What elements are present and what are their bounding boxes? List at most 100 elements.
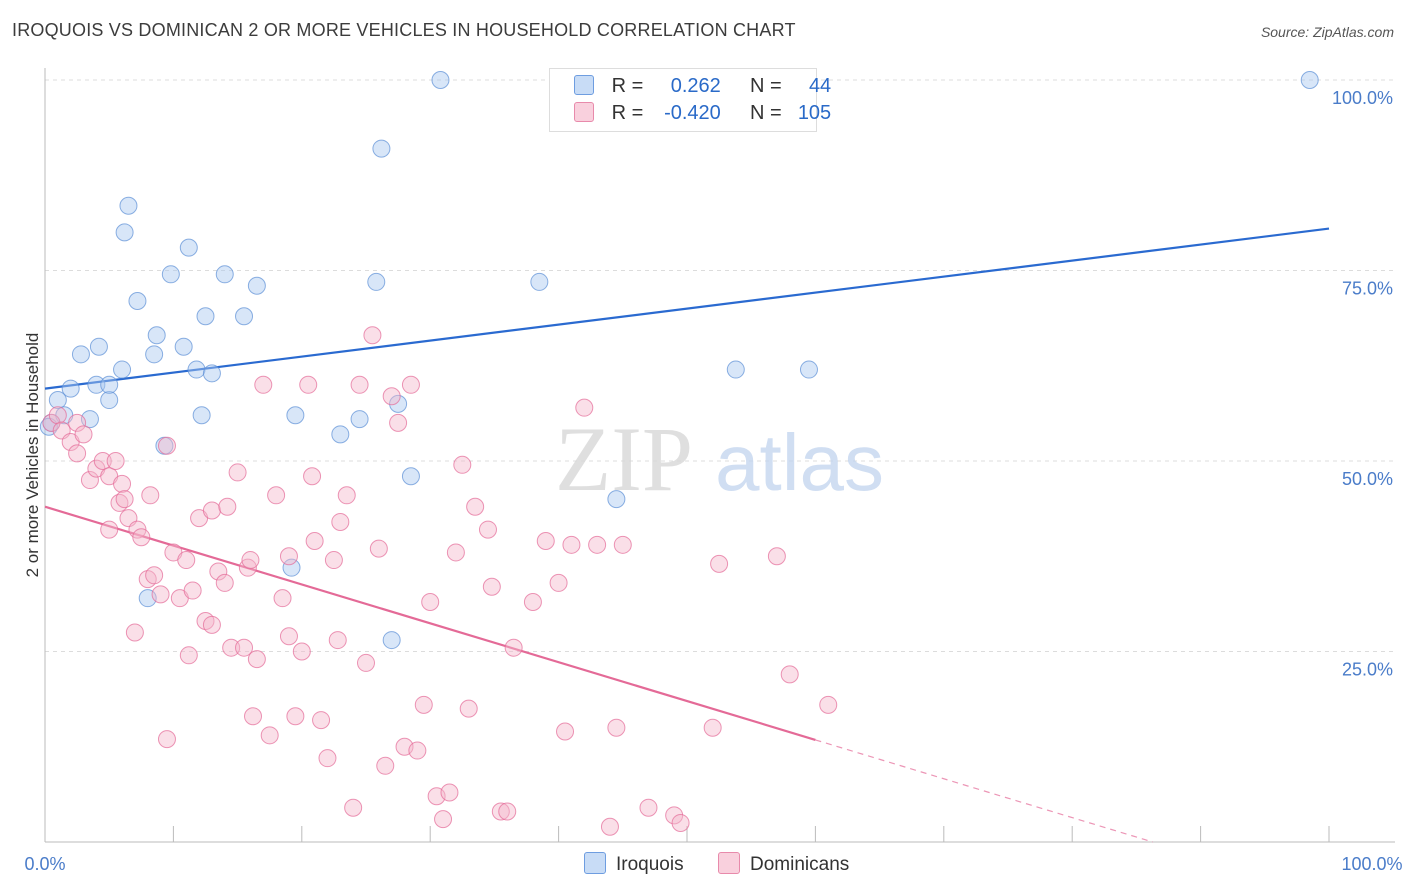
iroquois-point: [607, 490, 626, 509]
legend-row-dominicans: R = -0.420 N = 105: [574, 102, 831, 128]
dominican-point: [202, 501, 221, 520]
iroquois-point: [799, 360, 818, 379]
iroquois-point: [367, 272, 386, 291]
dominican-point: [703, 718, 722, 737]
dominican-point: [549, 573, 568, 592]
dominican-point: [389, 413, 408, 432]
dominican-point: [80, 471, 99, 490]
dominican-point: [179, 646, 198, 665]
dominican-point: [260, 726, 279, 745]
dominican-point: [215, 573, 234, 592]
dominican-point: [279, 547, 298, 566]
dominican-point: [106, 452, 125, 470]
dominican-point: [491, 802, 510, 821]
legend-swatch-iroquois: [574, 75, 594, 95]
dominican-point: [382, 387, 401, 406]
legend-n-label: N =: [749, 102, 782, 124]
iroquois-point: [372, 139, 391, 158]
dominican-point: [376, 756, 395, 775]
dominican-trend-line-extension: [815, 739, 1153, 843]
iroquois-point: [215, 265, 234, 284]
iroquois-point: [350, 410, 369, 429]
x-tick-label: 0.0%: [24, 854, 65, 874]
dominican-point: [113, 474, 132, 493]
dominican-point: [671, 813, 690, 832]
dominican-point: [292, 642, 311, 661]
legend-n-value: 105: [797, 102, 832, 124]
dominican-point: [363, 326, 382, 345]
bottom-legend-swatch-iroquois: [584, 852, 606, 874]
iroquois-point: [48, 391, 67, 410]
y-tick-label: 100.0%: [1332, 88, 1393, 108]
iroquois-point: [161, 265, 180, 284]
bottom-legend-label-dominicans: Dominicans: [750, 854, 850, 875]
dominican-point: [115, 490, 134, 509]
legend-r-value: 0.262: [670, 75, 721, 97]
dominican-point: [562, 535, 581, 554]
dominican-point: [767, 547, 786, 566]
correlation-legend: R = 0.262 N = 44 R = -0.420 N = 105: [549, 68, 831, 132]
bottom-legend-label-iroquois: Iroquois: [616, 854, 684, 875]
dominican-point: [408, 741, 427, 760]
iroquois-point: [196, 307, 215, 326]
dominican-point: [244, 707, 263, 726]
legend-n-label: N =: [749, 75, 782, 97]
iroquois-point: [192, 406, 211, 425]
bottom-legend-iroquois: Iroquois: [584, 852, 684, 876]
iroquois-point: [87, 375, 106, 394]
dominican-point: [202, 615, 221, 634]
iroquois-point: [1300, 71, 1319, 89]
dominican-point: [434, 810, 453, 829]
dominican-point: [440, 783, 459, 802]
dominican-point: [48, 406, 67, 425]
dominican-point: [68, 444, 87, 463]
dominican-point: [254, 375, 273, 394]
legend-r-label: R =: [611, 102, 644, 124]
watermark-atlas: atlas: [715, 418, 884, 507]
dominican-point: [235, 638, 254, 657]
dominican-point: [780, 665, 799, 684]
dominican-point: [504, 638, 523, 657]
dominican-point: [273, 589, 292, 608]
iroquois-point: [115, 223, 134, 242]
dominican-point: [665, 806, 684, 825]
iroquois-point: [202, 364, 221, 383]
dominican-point: [536, 532, 555, 551]
iroquois-point: [119, 196, 138, 215]
dominican-point: [299, 375, 318, 394]
iroquois-point: [147, 326, 166, 345]
dominican-point: [613, 535, 632, 554]
iroquois-point: [286, 406, 305, 425]
iroquois-point: [382, 631, 401, 650]
dominican-point: [145, 566, 164, 585]
y-tick-label: 25.0%: [1342, 660, 1393, 680]
dominican-point: [74, 425, 93, 444]
dominican-point: [710, 554, 729, 573]
dominican-point: [446, 543, 465, 562]
dominican-point: [151, 585, 170, 604]
dominican-point: [279, 627, 298, 646]
legend-row-iroquois: R = 0.262 N = 44: [574, 75, 831, 101]
dominican-point: [267, 486, 286, 505]
iroquois-point: [389, 394, 408, 413]
dominican-point: [218, 497, 237, 516]
iroquois-point: [282, 558, 301, 577]
dominican-point: [222, 638, 241, 657]
trend-lines: [44, 227, 1330, 843]
iroquois-point: [89, 337, 108, 356]
dominican-point: [183, 581, 202, 600]
iroquois-point: [100, 391, 119, 410]
data-points: [39, 71, 1319, 836]
iroquois-trend-line: [44, 227, 1330, 390]
iroquois-point: [235, 307, 254, 326]
bottom-legend-dominicans: Dominicans: [718, 852, 849, 876]
dominican-point: [312, 711, 331, 730]
dominican-point: [466, 497, 485, 516]
iroquois-point: [401, 467, 420, 486]
dominican-point: [141, 486, 160, 505]
iroquois-point: [331, 425, 350, 444]
iroquois-point: [187, 360, 206, 379]
dominican-point: [421, 592, 440, 611]
dominican-point: [498, 802, 517, 821]
